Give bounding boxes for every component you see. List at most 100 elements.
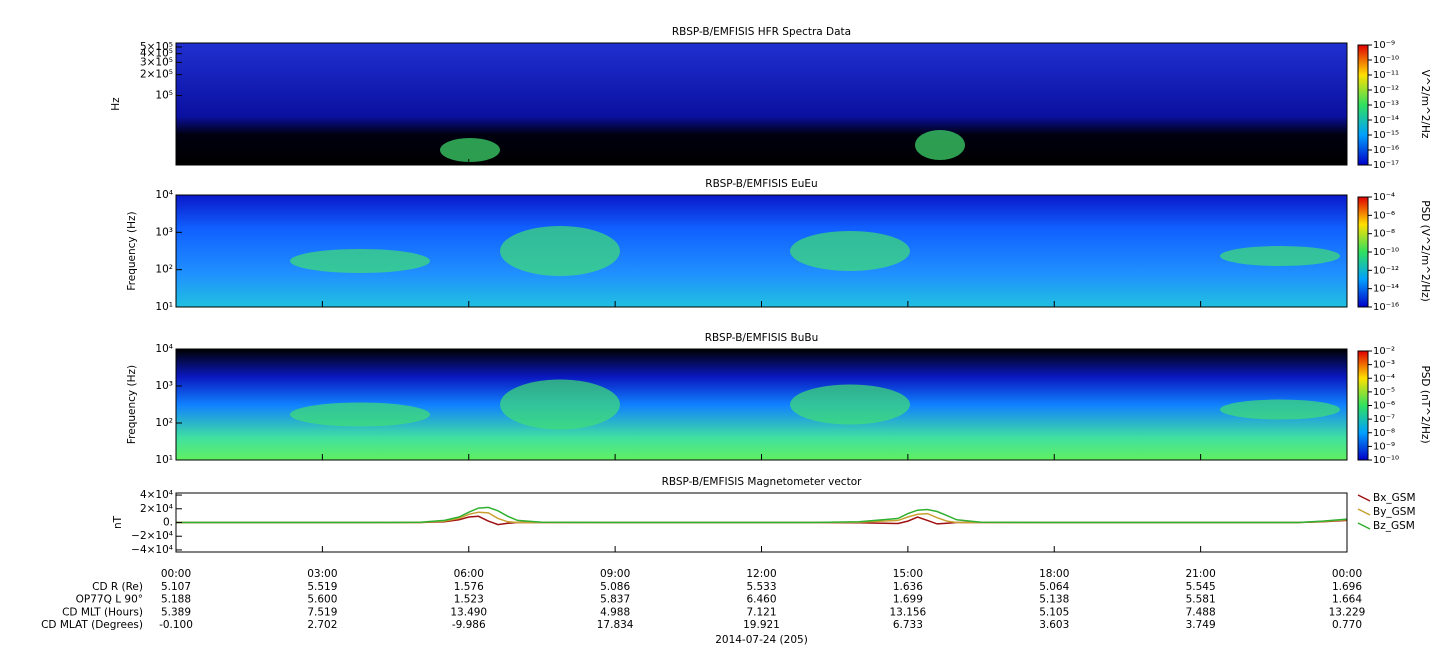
y-axis-label: Hz bbox=[110, 97, 122, 111]
ephemeris-value: 6.460 bbox=[746, 594, 776, 606]
panel-title: RBSP-B/EMFISIS Magnetometer vector bbox=[662, 476, 863, 488]
emission bbox=[1220, 399, 1340, 420]
emission bbox=[290, 402, 430, 427]
colorbar-tick-label: 10⁻¹⁶ bbox=[1373, 302, 1399, 313]
legend-label: By_GSM bbox=[1373, 506, 1416, 518]
y-tick-label: 4×10⁵ bbox=[140, 48, 173, 60]
y-tick-label: 10¹ bbox=[155, 301, 173, 313]
series-line bbox=[176, 511, 1348, 524]
y-tick-label: 10⁴ bbox=[155, 189, 173, 201]
colorbar-label: V^2/m^2/Hz bbox=[1419, 70, 1431, 139]
panel-title: RBSP-B/EMFISIS BuBu bbox=[705, 332, 819, 344]
ephemeris-value: 5.837 bbox=[600, 594, 630, 606]
colorbar-tick-label: 10⁻⁵ bbox=[1373, 387, 1395, 398]
colorbar-tick-label: 10⁻² bbox=[1373, 346, 1395, 357]
y-tick-label: 10⁴ bbox=[155, 343, 173, 355]
ephemeris-value: 1.699 bbox=[893, 594, 923, 606]
ephemeris-value: 6.733 bbox=[893, 619, 923, 631]
colorbar-label: PSD (V^2/m^2/Hz) bbox=[1419, 200, 1431, 301]
colorbar-tick-label: 10⁻¹⁶ bbox=[1373, 145, 1399, 156]
ephemeris-label: CD R (Re) bbox=[92, 581, 143, 593]
colorbar-tick-label: 10⁻¹⁰ bbox=[1373, 247, 1399, 258]
emission bbox=[790, 384, 910, 425]
y-tick-label: 10² bbox=[155, 417, 173, 429]
ephemeris-label: OP77Q L 90° bbox=[76, 594, 143, 606]
y-tick-label: 2×10⁴ bbox=[140, 503, 173, 515]
legend-label: Bx_GSM bbox=[1373, 492, 1416, 504]
ephemeris-value: 17.834 bbox=[597, 619, 634, 631]
ephemeris-value: 3.749 bbox=[1186, 619, 1216, 631]
colorbar bbox=[1357, 196, 1369, 308]
series-line bbox=[176, 515, 1348, 526]
ephemeris-value: 5.545 bbox=[1186, 581, 1216, 593]
emission bbox=[915, 130, 965, 160]
ephemeris-value: 5.533 bbox=[746, 581, 776, 593]
ephemeris-value: 1.696 bbox=[1332, 581, 1362, 593]
ephemeris-value: 1.636 bbox=[893, 581, 923, 593]
ephemeris-value: 5.086 bbox=[600, 581, 630, 593]
ephemeris-label: CD MLAT (Degrees) bbox=[41, 619, 143, 631]
emission bbox=[790, 231, 910, 271]
colorbar-tick-label: 10⁻¹² bbox=[1373, 85, 1399, 96]
y-tick-label: 10⁵ bbox=[155, 90, 173, 102]
x-tick-label: 21:00 bbox=[1185, 568, 1215, 580]
ephemeris-value: 5.188 bbox=[161, 594, 191, 606]
ephemeris-value: 13.490 bbox=[450, 606, 487, 618]
y-tick-label: −2×10⁴ bbox=[131, 530, 173, 542]
emission bbox=[1220, 246, 1340, 266]
y-tick-label: 10³ bbox=[155, 226, 173, 238]
legend-swatch bbox=[1357, 522, 1371, 530]
ephemeris-value: 5.519 bbox=[307, 581, 337, 593]
x-tick-label: 03:00 bbox=[307, 568, 337, 580]
y-tick-label: 2×10⁵ bbox=[140, 69, 173, 81]
ephemeris-value: 1.576 bbox=[454, 581, 484, 593]
y-tick-label: 0. bbox=[163, 517, 173, 529]
colorbar-tick-label: 10⁻⁴ bbox=[1373, 192, 1395, 203]
x-tick-label: 09:00 bbox=[600, 568, 630, 580]
y-tick-label: −4×10⁴ bbox=[131, 544, 173, 556]
ephemeris-value: 7.488 bbox=[1186, 606, 1216, 618]
colorbar-tick-label: 10⁻⁶ bbox=[1373, 401, 1395, 412]
x-tick-label: 12:00 bbox=[746, 568, 776, 580]
ephemeris-value: 5.600 bbox=[307, 594, 337, 606]
ephemeris-value: -0.100 bbox=[159, 619, 193, 631]
ephemeris-value: 7.121 bbox=[746, 606, 776, 618]
x-tick-label: 00:00 bbox=[1332, 568, 1362, 580]
y-axis-label: Frequency (Hz) bbox=[126, 365, 138, 444]
colorbar-tick-label: 10⁻⁴ bbox=[1373, 373, 1395, 384]
ephemeris-value: 7.519 bbox=[307, 606, 337, 618]
legend-label: Bz_GSM bbox=[1373, 520, 1415, 532]
ephemeris-value: 5.064 bbox=[1039, 581, 1069, 593]
ephemeris-value: 5.105 bbox=[1039, 606, 1069, 618]
colorbar-tick-label: 10⁻³ bbox=[1373, 360, 1395, 371]
y-tick-label: 10² bbox=[155, 264, 173, 276]
y-axis-label: nT bbox=[112, 515, 124, 529]
x-tick-label: 18:00 bbox=[1039, 568, 1069, 580]
colorbar-tick-label: 10⁻⁸ bbox=[1373, 229, 1395, 240]
colorbar-tick-label: 10⁻¹⁰ bbox=[1373, 455, 1399, 466]
series-line bbox=[176, 506, 1348, 524]
y-tick-label: 4×10⁴ bbox=[140, 489, 173, 501]
ephemeris-value: 5.138 bbox=[1039, 594, 1069, 606]
y-axis-label: Frequency (Hz) bbox=[126, 211, 138, 290]
y-tick-label: 10¹ bbox=[155, 454, 173, 466]
ephemeris-value: 3.603 bbox=[1039, 619, 1069, 631]
x-tick-label: 06:00 bbox=[454, 568, 484, 580]
colorbar-tick-label: 10⁻¹⁴ bbox=[1373, 115, 1399, 126]
ephemeris-value: 13.156 bbox=[890, 606, 927, 618]
y-tick-label: 3×10⁵ bbox=[140, 56, 173, 68]
emission bbox=[290, 249, 430, 273]
colorbar-tick-label: 10⁻¹² bbox=[1373, 265, 1399, 276]
colorbar-tick-label: 10⁻⁸ bbox=[1373, 428, 1395, 439]
y-tick-label: 5×10⁵ bbox=[140, 41, 173, 53]
panel-title: RBSP-B/EMFISIS EuEu bbox=[705, 178, 817, 190]
colorbar bbox=[1357, 44, 1369, 166]
legend-swatch bbox=[1357, 508, 1371, 516]
colorbar-tick-label: 10⁻⁶ bbox=[1373, 210, 1395, 221]
emission bbox=[440, 138, 500, 162]
legend-swatch bbox=[1357, 494, 1371, 502]
colorbar-tick-label: 10⁻¹⁷ bbox=[1373, 160, 1399, 171]
colorbar-tick-label: 10⁻⁷ bbox=[1373, 414, 1395, 425]
ephemeris-value: 13.229 bbox=[1329, 606, 1366, 618]
